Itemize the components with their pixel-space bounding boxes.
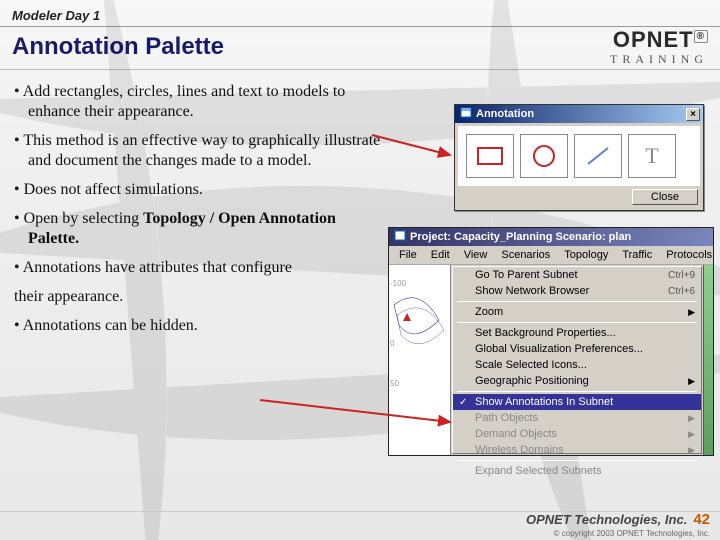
tool-circle[interactable] <box>520 134 568 178</box>
bullet-item: This method is an effective way to graph… <box>14 131 384 171</box>
bullet-item: Annotations can be hidden. <box>14 316 384 336</box>
footer: OPNET Technologies, Inc. 42 © copyright … <box>0 507 720 540</box>
palette-title: Annotation <box>476 108 534 120</box>
footer-pagenum: 42 <box>693 511 710 528</box>
logo: OPNET® TRAINING <box>610 29 708 65</box>
menu-item[interactable]: Scale Selected Icons... <box>453 357 701 373</box>
sidebar-strip <box>703 265 713 455</box>
project-menubar[interactable]: FileEditViewScenariosTopologyTrafficProt… <box>389 246 713 265</box>
menu-item[interactable]: Zoom▶ <box>453 304 701 320</box>
bullet-item: Add rectangles, circles, lines and text … <box>14 82 384 122</box>
map-area: -100 0 50 <box>389 265 451 455</box>
menu-item[interactable]: Path Objects▶ <box>453 410 701 426</box>
menu-item[interactable]: Expand Selected Subnets <box>453 463 701 479</box>
menubar-item[interactable]: Traffic <box>616 248 658 262</box>
palette-tools: T <box>458 126 700 186</box>
menubar-item[interactable]: Protocols <box>660 248 718 262</box>
menubar-item[interactable]: File <box>393 248 423 262</box>
logo-sub: TRAINING <box>610 53 708 65</box>
menu-item[interactable]: Geographic Positioning▶ <box>453 373 701 389</box>
footer-copyright: © copyright 2003 OPNET Technologies, Inc… <box>554 529 710 538</box>
right-column: Annotation × T Close <box>392 82 710 452</box>
page-title: Annotation Palette <box>12 33 224 61</box>
reg-icon: ® <box>694 30 708 43</box>
bullet-list: Add rectangles, circles, lines and text … <box>14 82 384 452</box>
menu-separator <box>457 391 697 392</box>
tool-line[interactable] <box>574 134 622 178</box>
header-day: Modeler Day 1 <box>0 0 720 25</box>
menu-item[interactable]: Set Background Properties... <box>453 325 701 341</box>
menu-separator <box>457 301 697 302</box>
title-bar: Annotation Palette OPNET® TRAINING <box>0 27 720 69</box>
logo-brand: OPNET® <box>610 29 708 51</box>
menu-separator <box>457 460 697 461</box>
palette-close-icon[interactable]: × <box>686 108 700 121</box>
bullet-item: Open by selecting Topology / Open Annota… <box>14 209 384 249</box>
palette-icon <box>460 107 472 121</box>
menu-item[interactable]: Demand Objects▶ <box>453 426 701 442</box>
project-title: Project: Capacity_Planning Scenario: pla… <box>410 231 631 243</box>
title-rule <box>0 69 720 70</box>
view-menu[interactable]: Go To Parent SubnetCtrl+9Show Network Br… <box>452 266 702 454</box>
bullet-item: their appearance. <box>14 287 384 307</box>
project-icon <box>394 230 406 244</box>
annotation-palette-window: Annotation × T Close <box>454 104 704 211</box>
bullet-item: Annotations have attributes that configu… <box>14 258 384 278</box>
palette-close-button[interactable]: Close <box>632 189 698 205</box>
tool-rectangle[interactable] <box>466 134 514 178</box>
menu-item[interactable]: Go To Parent SubnetCtrl+9 <box>453 267 701 283</box>
menubar-item[interactable]: View <box>458 248 494 262</box>
menubar-item[interactable]: Scenarios <box>495 248 556 262</box>
bullet-item: Does not affect simulations. <box>14 180 384 200</box>
menu-item[interactable]: Show Annotations In Subnet <box>453 394 701 410</box>
menu-item[interactable]: Show Network BrowserCtrl+6 <box>453 283 701 299</box>
project-window: Project: Capacity_Planning Scenario: pla… <box>388 227 714 456</box>
project-titlebar[interactable]: Project: Capacity_Planning Scenario: pla… <box>389 228 713 246</box>
menubar-item[interactable]: Topology <box>558 248 614 262</box>
footer-company: OPNET Technologies, Inc. <box>526 512 687 527</box>
tool-text[interactable]: T <box>628 134 676 178</box>
palette-titlebar[interactable]: Annotation × <box>455 105 703 123</box>
menu-separator <box>457 322 697 323</box>
menubar-item[interactable]: Edit <box>425 248 456 262</box>
menu-item[interactable]: Wireless Domains▶ <box>453 442 701 458</box>
menu-item[interactable]: Global Visualization Preferences... <box>453 341 701 357</box>
map-scribble <box>389 265 451 455</box>
